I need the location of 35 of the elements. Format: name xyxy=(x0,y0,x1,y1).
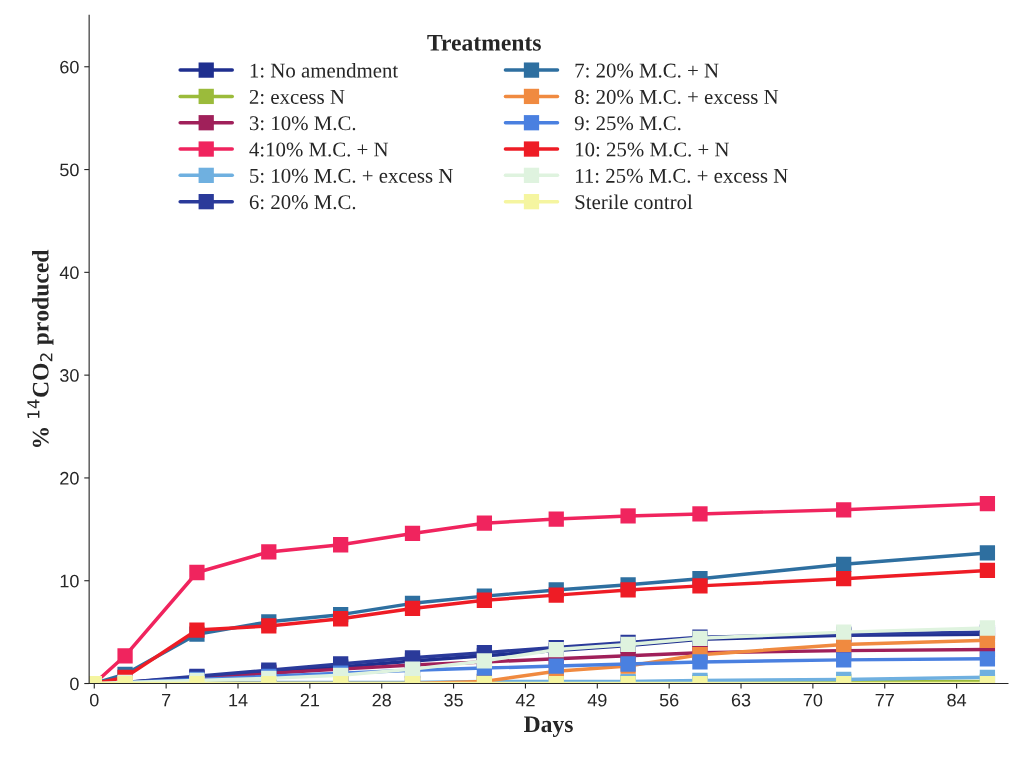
x-tick-label: 63 xyxy=(731,693,751,707)
x-tick-label: 28 xyxy=(372,693,391,707)
y-tick-label: 50 xyxy=(60,163,79,177)
x-axis-title: Days xyxy=(524,716,573,738)
legend-label: 6: 20% M.C. xyxy=(249,195,356,210)
x-tick-label: 21 xyxy=(300,693,320,707)
x-tick-label: 84 xyxy=(947,693,967,707)
y-tick-label: 10 xyxy=(60,574,79,588)
legend-label: 8: 20% M.C. + excess N xyxy=(574,89,779,105)
x-tick-label: 77 xyxy=(875,693,894,707)
legend-title: Treatments xyxy=(427,35,541,51)
y-tick-label: 60 xyxy=(60,60,79,74)
y-axis-title: % $^{14}$CO$_{2}$ produced xyxy=(27,249,54,448)
legend-label: 1: No amendment xyxy=(250,62,399,78)
legend-label: 3: 10% M.C. xyxy=(249,116,356,131)
legend-label: 9: 25% M.C. xyxy=(574,116,681,131)
y-tick-label: 30 xyxy=(60,369,79,382)
legend-label: 5: 10% M.C. + excess N xyxy=(250,168,453,183)
x-tick-label: 70 xyxy=(803,693,823,707)
x-tick-label: 0 xyxy=(89,693,99,707)
legend-label: Sterile control xyxy=(575,194,693,210)
legend-label: 2: excess N xyxy=(249,89,345,105)
legend-label: 11: 25% M.C. + excess N xyxy=(576,168,788,183)
x-tick-label: 42 xyxy=(515,693,535,707)
legend-label: 10: 25% M.C. + N xyxy=(576,142,729,157)
legend-label: 7: 20% M.C. + N xyxy=(575,63,719,78)
legend-label: 4:10% M.C. + N xyxy=(249,142,389,157)
y-tick-label: 40 xyxy=(59,266,79,280)
y-tick-label: 0 xyxy=(70,677,79,691)
x-tick-label: 49 xyxy=(587,693,607,707)
x-tick-label: 14 xyxy=(229,693,248,707)
y-tick-label: 20 xyxy=(60,471,79,485)
x-tick-label: 56 xyxy=(659,693,679,707)
x-tick-label: 35 xyxy=(444,693,463,707)
x-tick-label: 7 xyxy=(162,693,171,707)
